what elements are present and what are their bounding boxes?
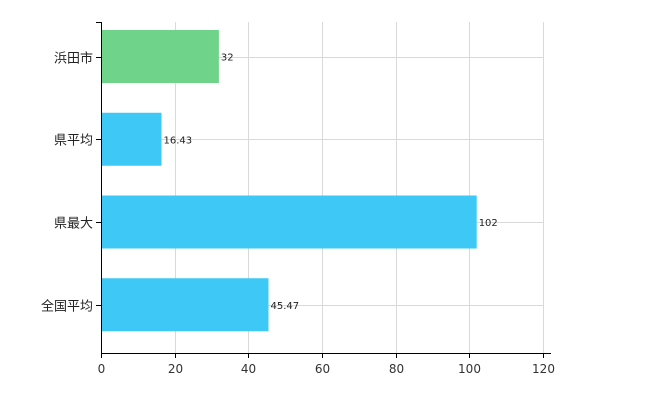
bar-1 [101,112,162,166]
y-tick-label-3: 全国平均 [41,299,93,315]
data-label-0: 32 [221,53,234,64]
bar-2 [101,195,477,249]
bars [101,30,477,332]
x-tick-label-40: 40 [241,362,256,376]
x-tick-label-20: 20 [168,362,183,376]
x-tick-label-120: 120 [532,362,555,376]
bar-0 [101,30,219,83]
data-label-1: 16.43 [164,135,193,146]
data-label-2: 102 [479,218,498,229]
x-tick-label-80: 80 [389,362,404,376]
x-tick-label-0: 0 [98,362,106,376]
x-tick-label-60: 60 [315,362,330,376]
y-tick-label-0: 浜田市 [54,51,93,67]
axes [96,22,551,358]
labels: 32 16.43 102 45.47 0 20 40 60 80 100 120 浜田市県平均県最大全… [41,51,555,377]
data-label-3: 45.47 [270,301,299,312]
y-tick-label-1: 県平均 [54,134,93,149]
y-tick-label-2: 県最大 [54,217,93,232]
bar-3 [101,278,269,332]
x-tick-label-100: 100 [458,362,481,376]
